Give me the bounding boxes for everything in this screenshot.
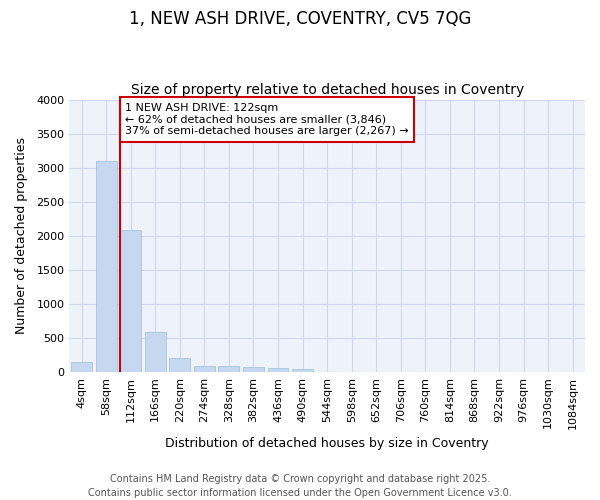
Bar [71,362,92,372]
Text: Contains HM Land Registry data © Crown copyright and database right 2025.
Contai: Contains HM Land Registry data © Crown c… [88,474,512,498]
Y-axis label: Number of detached properties: Number of detached properties [15,137,28,334]
Title: Size of property relative to detached houses in Coventry: Size of property relative to detached ho… [131,83,524,97]
Bar [194,366,215,372]
Bar [120,230,141,372]
Bar [145,332,166,372]
Text: 1 NEW ASH DRIVE: 122sqm
← 62% of detached houses are smaller (3,846)
37% of semi: 1 NEW ASH DRIVE: 122sqm ← 62% of detache… [125,103,409,136]
Bar [96,161,116,372]
Bar [243,367,264,372]
Bar [268,368,289,372]
Text: 1, NEW ASH DRIVE, COVENTRY, CV5 7QG: 1, NEW ASH DRIVE, COVENTRY, CV5 7QG [129,10,471,28]
Bar [169,358,190,372]
Bar [218,366,239,372]
Bar [292,368,313,372]
X-axis label: Distribution of detached houses by size in Coventry: Distribution of detached houses by size … [166,437,489,450]
